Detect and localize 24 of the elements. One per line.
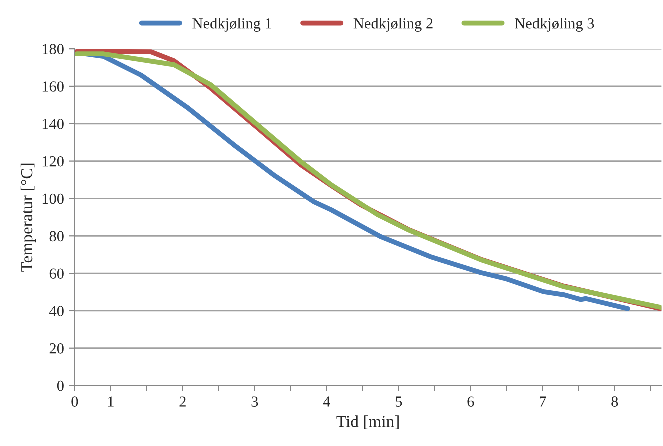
x-tick-label: 3	[252, 396, 258, 407]
y-tick-label: 100	[42, 194, 64, 204]
x-tick-label: 5	[396, 396, 402, 407]
y-tick-label: 80	[50, 231, 64, 242]
y-tick-label: 20	[50, 344, 64, 354]
x-axis-title: Tid [min]	[336, 416, 399, 430]
y-tick-label: 140	[42, 119, 64, 130]
y-tick-label: 60	[50, 268, 64, 279]
legend-label: Nedkjøling 2	[354, 18, 433, 32]
legend-label: Nedkjøling 3	[515, 18, 594, 32]
x-tick-label: 0	[72, 396, 78, 407]
y-tick-label: 160	[42, 82, 64, 92]
y-tick-label: 180	[42, 44, 64, 55]
x-tick-label: 2	[180, 396, 186, 407]
x-tick-label: 6	[468, 396, 474, 407]
x-tick-label: 7	[540, 396, 546, 407]
x-tick-label: 8	[612, 396, 618, 407]
legend-label: Nedkjøling 1	[192, 18, 272, 32]
x-tick-label: 4	[323, 396, 330, 407]
y-tick-label: 40	[50, 306, 64, 316]
y-tick-label: 120	[42, 156, 64, 167]
x-tick-label: 1	[108, 396, 114, 407]
y-tick-label: 0	[57, 380, 64, 392]
y-axis-title: Temperatur [°C]	[20, 164, 36, 272]
